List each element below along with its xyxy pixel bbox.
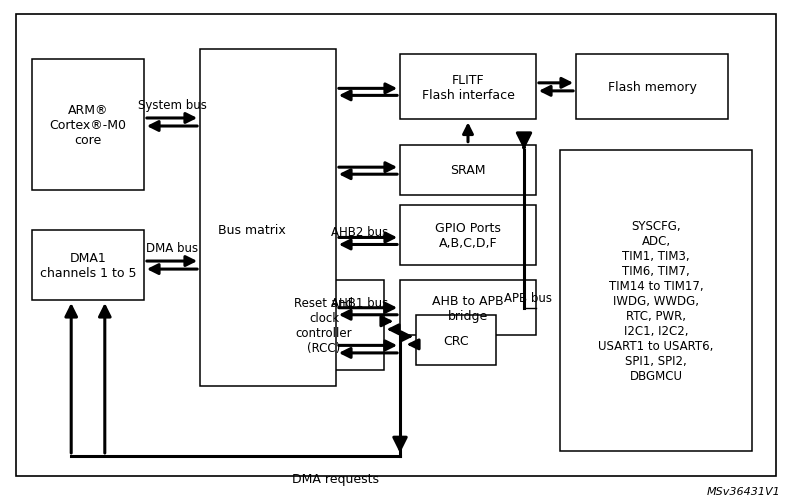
Text: AHB to APB
bridge: AHB to APB bridge [432,294,504,322]
Text: Bus matrix: Bus matrix [218,224,286,237]
Text: FLITF
Flash interface: FLITF Flash interface [422,74,514,102]
Bar [264,281,384,371]
Text: DMA1
channels 1 to 5: DMA1 channels 1 to 5 [40,252,136,280]
Text: System bus: System bus [138,99,206,112]
Bar [400,55,536,120]
Text: AHB2 bus: AHB2 bus [330,225,388,238]
Bar [576,55,728,120]
Text: APB bus: APB bus [504,291,552,304]
Text: DMA bus: DMA bus [146,241,198,255]
Bar [32,230,144,301]
Text: CRC: CRC [443,334,469,347]
Text: SRAM: SRAM [450,164,486,177]
Bar [32,60,144,190]
Text: Flash memory: Flash memory [607,81,697,94]
Text: ARM®
Cortex®-M0
core: ARM® Cortex®-M0 core [50,104,126,147]
Bar [400,205,536,266]
Text: AHB1 bus: AHB1 bus [330,297,388,310]
Bar [400,281,536,336]
Bar [416,316,496,366]
Bar [200,50,336,386]
Text: GPIO Ports
A,B,C,D,F: GPIO Ports A,B,C,D,F [435,221,501,249]
Text: SYSCFG,
ADC,
TIM1, TIM3,
TIM6, TIM7,
TIM14 to TIM17,
IWDG, WWDG,
RTC, PWR,
I2C1,: SYSCFG, ADC, TIM1, TIM3, TIM6, TIM7, TIM… [598,219,714,382]
Text: Reset and
clock
controller
(RCC): Reset and clock controller (RCC) [294,297,354,355]
Bar [560,150,752,451]
Bar [400,145,536,195]
Text: DMA requests: DMA requests [293,472,379,485]
Text: MSv36431V1: MSv36431V1 [706,486,780,496]
